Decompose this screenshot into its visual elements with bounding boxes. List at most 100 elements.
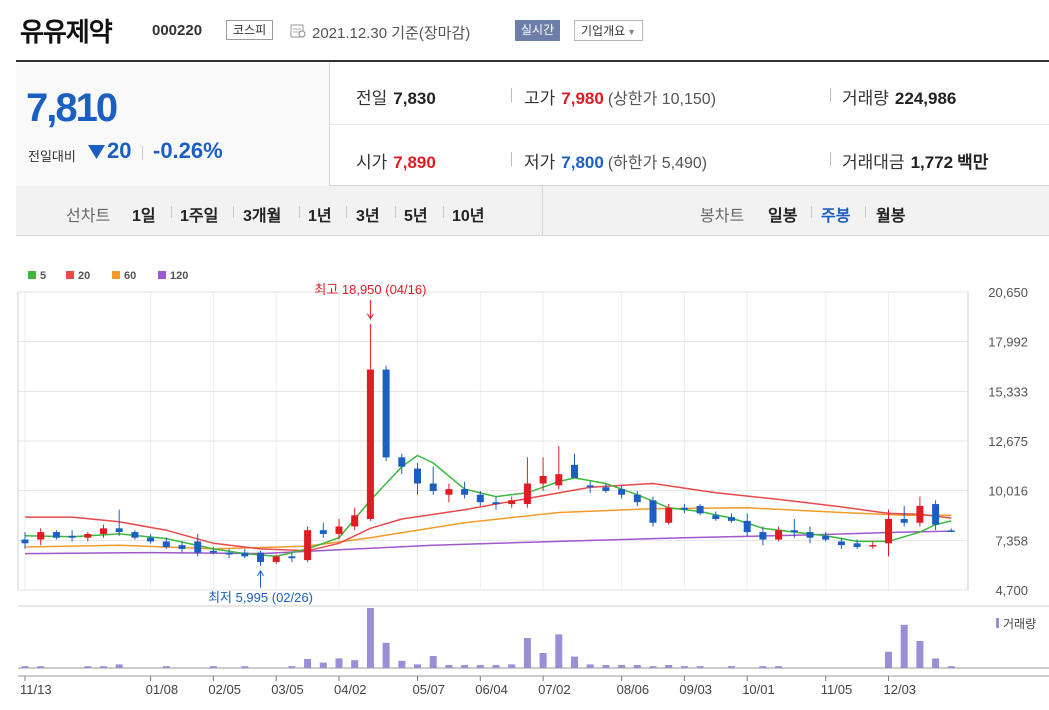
current-price: 7,810 [26,86,118,130]
x-tick-label: 06/04 [475,682,508,697]
legend-swatch [158,271,166,279]
stock-name: 유유제약 [20,17,113,47]
upper-limit: (상한가 10,150) [607,91,717,108]
candle [539,457,547,491]
candle [508,496,516,508]
volume-bar [492,665,500,668]
caret-down-icon: ▼ [627,27,637,37]
period-3y-button[interactable]: 3년 [356,208,380,225]
candle [790,519,798,538]
candle-body [853,543,861,548]
volume-bar [162,666,170,668]
volume-bar [429,656,437,668]
y-tick-label: 7,358 [995,533,1028,548]
divider [865,206,866,218]
candle-body [680,507,688,510]
candle-body [759,532,767,540]
candle-monthly-button[interactable]: 월봉 [876,208,906,225]
divider [299,206,300,218]
stock-chart[interactable]: 20,650 17,992 15,333 12,675 10,016 7,358 4,700… [0,236,1049,710]
volume-bar [382,642,390,668]
candle-body [37,532,45,540]
candle [335,519,343,540]
candle-body [445,489,453,495]
x-tick-label: 09/03 [679,682,712,697]
legend-item-ma20: 20 [66,270,90,282]
candle [492,496,500,510]
period-10y-button[interactable]: 10년 [452,208,485,225]
legend-label: 120 [170,270,189,282]
candle [696,504,704,516]
candle-body [665,507,673,523]
candle [178,541,186,553]
company-overview-button[interactable]: 기업개요 ▼ [574,20,644,41]
change-rate: -0.26% [153,138,223,163]
period-3m-button[interactable]: 3개월 [243,208,282,225]
candle [225,548,233,559]
candle [319,522,327,538]
candle [900,505,908,527]
divider [330,124,1049,125]
candle-body [602,487,610,491]
candle [131,530,139,540]
period-5y-button[interactable]: 5년 [404,208,428,225]
candle-body [508,500,516,505]
candle [743,513,751,536]
calendar-icon [290,24,306,38]
candle [885,509,892,557]
line-chart-label: 선차트 [66,208,111,225]
candle-body [178,545,186,549]
volume-bar [461,665,469,668]
volume-bar [759,666,767,668]
candle-body [257,552,264,562]
high-annotation: 최고 18,950 (04/16) [314,282,426,297]
change-label: 전일대비 [28,149,76,164]
candle-body [523,483,531,505]
y-tick-label: 20,650 [988,285,1028,300]
period-1d-button[interactable]: 1일 [132,208,156,225]
candle [633,490,641,506]
high-label: 고가 [524,89,556,108]
candle-body [618,489,626,495]
volume-bar [633,665,641,668]
candle-body [947,530,955,532]
x-tick-label: 12/03 [884,682,917,697]
candle [665,504,673,525]
candle-daily-button[interactable]: 일봉 [768,208,798,225]
candle-body [555,474,563,486]
ma20-line [25,482,952,552]
candle [37,528,45,546]
low-annotation: 최저 5,995 (02/26) [208,590,313,605]
candle [775,526,783,542]
candle-body [162,541,170,548]
candle [759,526,767,546]
candle [932,500,940,531]
y-tick-label: 4,700 [995,583,1028,598]
low-value: 7,800 [561,153,604,172]
candle-body [68,535,76,538]
company-overview-label: 기업개요 [581,24,626,38]
volume-bar [366,608,374,668]
candle [853,539,861,549]
volume-bar [932,658,940,668]
candle-body [633,494,641,503]
x-tick-label: 11/13 [20,682,52,697]
candle-body [84,533,92,538]
candle-body [712,515,720,520]
candle-body [728,517,735,521]
period-1w-button[interactable]: 1주일 [180,208,219,225]
stock-code: 000220 [152,22,203,39]
y-tick-label: 15,333 [988,384,1028,399]
candle [571,453,578,478]
live-button[interactable]: 실시간 [515,20,561,41]
volume-bar [665,665,673,668]
candle [241,548,249,559]
candle-weekly-button[interactable]: 주봉 [821,208,851,225]
candle-body [696,505,704,514]
candle-body [335,526,343,534]
period-1y-button[interactable]: 1년 [308,208,332,225]
candle [68,530,76,542]
prev-close-label: 전일 [356,89,388,108]
divider [443,206,444,218]
volume-bar [115,664,123,668]
